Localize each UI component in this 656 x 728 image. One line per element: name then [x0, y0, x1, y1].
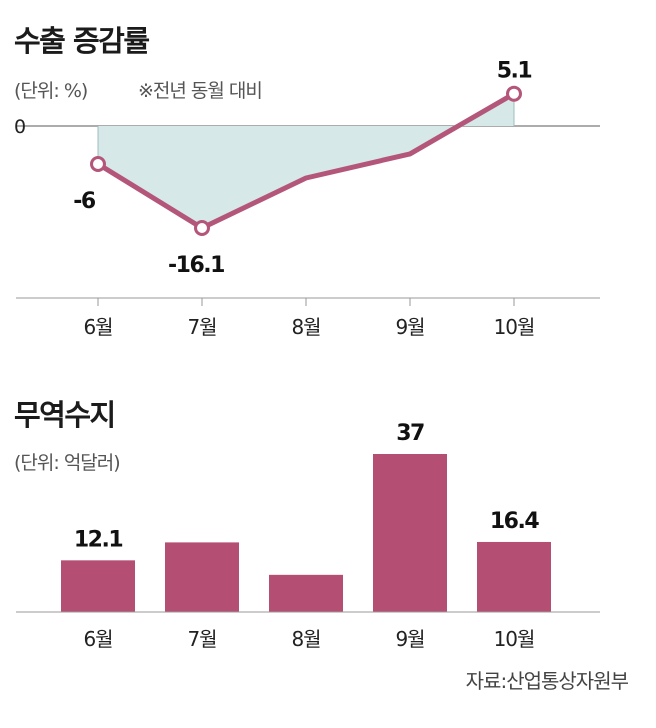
- export-point-1: [194, 220, 210, 236]
- trade-data-label-3: 37: [396, 421, 424, 446]
- export-area: [98, 93, 514, 228]
- export-point-0: [90, 156, 106, 173]
- trade-bar-0: [61, 560, 135, 612]
- export-data-label-1: -16.1: [168, 253, 224, 278]
- trade-bar-3: [373, 454, 447, 612]
- export-x-label-0: 6월: [83, 315, 112, 339]
- export-chart-note: ※전년 동월 대비: [138, 80, 263, 102]
- trade-data-label-4: 16.4: [490, 509, 539, 534]
- export-zero-label: 0: [14, 116, 26, 138]
- export-series-line: [95, 91, 517, 231]
- export-data-label-4: 5.1: [497, 59, 532, 84]
- export-chart-unit: (단위: %): [14, 80, 88, 102]
- export-x-label-1: 7월: [187, 315, 216, 339]
- trade-bar-4: [477, 541, 551, 612]
- trade-chart-unit: (단위: 억달러): [14, 452, 121, 474]
- trade-bar-2: [269, 574, 343, 612]
- source-note: 자료:산업통상자원부: [465, 669, 629, 693]
- export-data-label-0: -6: [73, 189, 96, 214]
- export-x-label-3: 9월: [395, 315, 424, 339]
- export-x-label-4: 10월: [494, 315, 535, 339]
- trade-x-label-4: 10월: [494, 627, 535, 651]
- trade-x-label-3: 9월: [395, 627, 424, 651]
- export-x-label-2: 8월: [291, 315, 320, 339]
- trade-x-label-0: 6월: [83, 627, 112, 651]
- trade-x-label-2: 8월: [291, 627, 320, 651]
- trade-x-label-1: 7월: [187, 627, 216, 651]
- trade-data-label-0: 12.1: [74, 527, 122, 552]
- export-chart-title: 수출 증감률: [14, 24, 150, 58]
- trade-chart-title: 무역수지: [14, 398, 116, 432]
- export-point-4: [506, 85, 522, 102]
- trade-bar-1: [165, 542, 239, 612]
